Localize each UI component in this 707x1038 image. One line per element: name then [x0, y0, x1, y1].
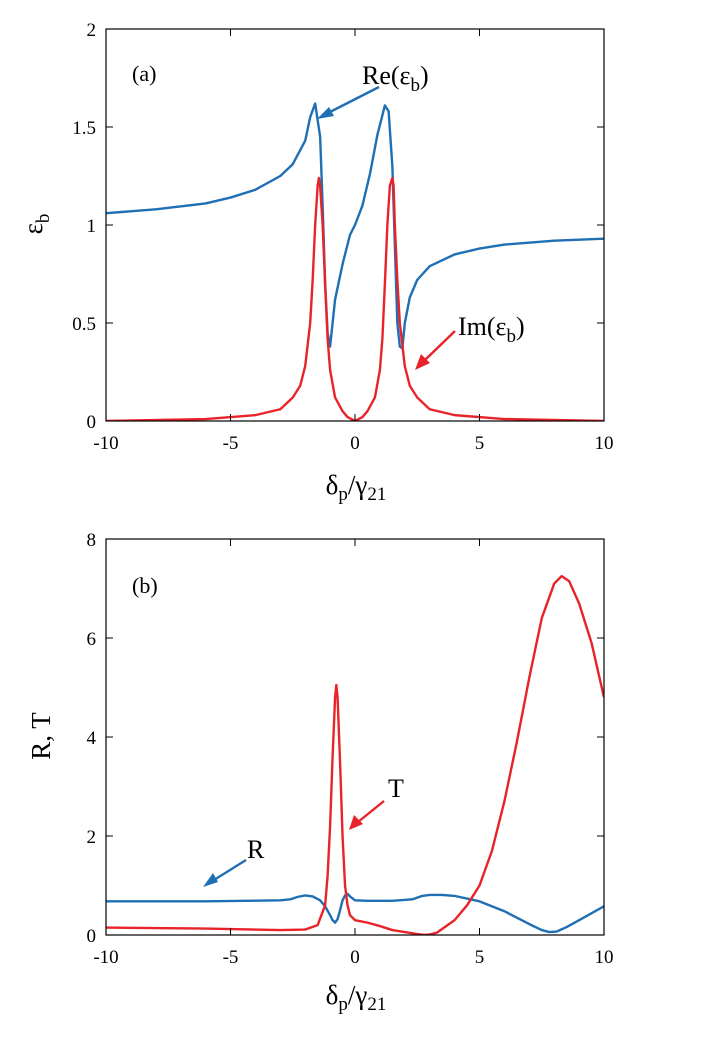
svg-text:R: R	[247, 835, 265, 864]
panel-b-axes-box	[105, 538, 605, 936]
panel-a-y-tick-label: 2	[87, 20, 97, 41]
panel-a-series-re-b	[106, 102, 604, 350]
annotation-im-eps-arrowhead	[415, 354, 430, 370]
panel-a-y-tick-label: 1	[87, 216, 97, 237]
panel-a-series-im-b	[106, 176, 604, 421]
annotation-re-eps-arrow-shaft	[325, 85, 380, 116]
panel-b-x-tick-label: 5	[475, 947, 485, 968]
panel-b-y-tick-label: 0	[87, 926, 97, 947]
panel-a-x-tick-label: -5	[223, 433, 239, 454]
annotation-r-arrowhead	[203, 873, 218, 887]
panel-b-y-tick-label: 8	[87, 530, 97, 551]
panel-b-y-tick-label: 4	[87, 728, 97, 749]
panel-a-label: (a)	[132, 61, 156, 86]
panel-b-label: (b)	[132, 573, 158, 598]
panel-b-x-axis-title: δp/γ21	[326, 980, 387, 1015]
annotation-t: T	[349, 774, 404, 830]
panel-b-series-t	[106, 574, 604, 935]
panel-a-y-tick-label: 0	[87, 412, 97, 433]
panel-a-x-tick-label: 0	[350, 433, 360, 454]
annotation-im-eps: Im(εb)	[415, 312, 525, 370]
panel-b-y-axis-title: R, T	[26, 712, 56, 760]
panel-b-y-tick-label: 2	[87, 827, 97, 848]
panel-b-x-tick-label: 0	[350, 947, 360, 968]
panel-b-series-r	[106, 892, 604, 934]
svg-text:T: T	[388, 774, 404, 803]
annotation-t-arrowhead	[349, 815, 363, 830]
panel-a-x-tick-label: 10	[595, 433, 614, 454]
svg-text:Im(εb): Im(εb)	[458, 312, 525, 347]
annotation-re-eps: Re(εb)	[317, 61, 429, 119]
panel-b-y-tick-label: 6	[87, 629, 97, 650]
panel-a-y-tick-label: 1.5	[72, 118, 96, 139]
panel-a-y-tick-label: 0.5	[72, 314, 96, 335]
panel-b-plot-area: -10 -5 0 5 10 0 2 4 6 8	[87, 530, 614, 968]
annotation-r-arrow-shaft	[213, 858, 247, 882]
annotation-im-eps-arrow-shaft	[424, 330, 456, 361]
panel-a-y-axis-title: εb	[18, 214, 54, 235]
panel-a-plot-area: -10 -5 0 5 10 0 0.5 1 1.5 2	[72, 20, 613, 454]
panel-b-x-tick-label: 10	[595, 947, 614, 968]
annotation-r: R	[203, 835, 265, 887]
panel-a-x-tick-label: 5	[475, 433, 485, 454]
annotation-t-arrow-shaft	[357, 800, 385, 823]
panel-b-x-tick-label: -5	[223, 947, 239, 968]
panel-b-x-tick-label: -10	[93, 947, 118, 968]
panel-a-x-tick-label: -10	[93, 433, 118, 454]
panel-a-x-axis-title: δp/γ21	[326, 470, 387, 505]
panel-b: -10 -5 0 5 10 0 2 4 6 8 (b) R, T δp/γ21 R T	[26, 530, 614, 1015]
annotation-re-eps-arrowhead	[317, 107, 334, 119]
